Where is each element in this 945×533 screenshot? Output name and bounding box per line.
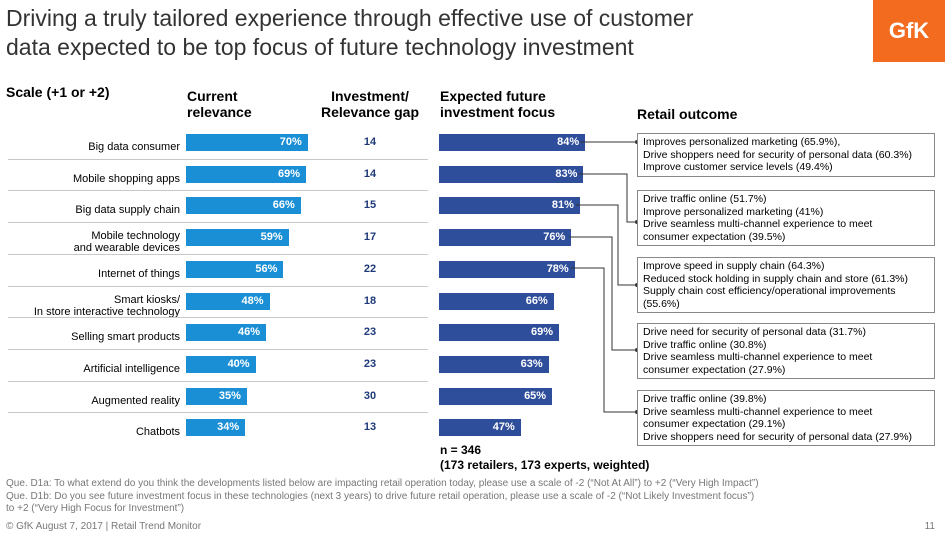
current-relevance-value: 66% — [272, 199, 295, 212]
expected-focus-value: 66% — [525, 294, 548, 307]
current-relevance-bar: 34% — [186, 419, 246, 437]
row-separator — [8, 317, 428, 319]
category-label: Smart kiosks/In store interactive techno… — [33, 293, 180, 318]
gap-value: 14 — [363, 136, 377, 148]
category-label: Artificial intelligence — [83, 362, 180, 375]
title-line-1: Driving a truly tailored experience thro… — [6, 5, 694, 31]
outcome-box-1: Improves personalized marketing (65.9%),… — [637, 133, 935, 177]
row-separator — [8, 222, 428, 224]
expected-focus-value: 84% — [557, 136, 580, 148]
category-label: Mobile technology and wearable devices — [73, 230, 180, 255]
expected-focus-value: 83% — [555, 167, 578, 180]
footer: © GfK August 7, 2017 | Retail Trend Moni… — [6, 521, 202, 532]
category-label: Internet of things — [98, 267, 180, 280]
expected-focus-bar: 65% — [439, 387, 553, 405]
outcome-box-4: Drive need for security of personal data… — [637, 323, 935, 379]
connector-iot — [571, 267, 637, 413]
current-relevance-value: 70% — [279, 136, 302, 148]
category-label: Selling smart products — [71, 331, 180, 344]
expected-focus-bar: 47% — [439, 419, 521, 437]
gap-value: 17 — [363, 231, 377, 244]
current-relevance-value: 48% — [241, 294, 264, 307]
current-relevance-value: 35% — [218, 389, 241, 402]
row-separator — [8, 412, 428, 414]
gap-value: 22 — [363, 262, 377, 275]
question-note-1: Que. D1a: To what extend do you think th… — [6, 478, 759, 489]
current-relevance-bar: 40% — [186, 355, 256, 373]
outcome-box-5: Drive traffic online (39.8%) Drive seaml… — [637, 390, 935, 446]
current-relevance-value: 56% — [255, 262, 278, 275]
gap-value: 15 — [363, 199, 377, 212]
gap-value: 23 — [363, 357, 377, 370]
expected-focus-bar: 63% — [439, 355, 549, 373]
expected-focus-bar: 66% — [439, 292, 554, 310]
expected-focus-header: Expected future investment focus — [440, 88, 556, 120]
current-relevance-value: 46% — [238, 326, 261, 339]
category-label: Augmented reality — [91, 394, 180, 407]
current-relevance-bar: 59% — [186, 229, 289, 247]
current-relevance-header: Current relevance — [187, 88, 252, 120]
page-title: Driving a truly tailored experience thro… — [6, 4, 826, 62]
category-label: Mobile shopping apps — [72, 172, 180, 185]
row-separator — [8, 348, 428, 350]
scale-header: Scale (+1 or +2) — [6, 84, 110, 100]
expected-focus-bar: 76% — [439, 229, 572, 247]
expected-focus-bar: 83% — [439, 165, 584, 183]
expected-focus-value: 47% — [492, 421, 515, 434]
title-line-2: data expected to be top focus of future … — [6, 34, 634, 60]
expected-focus-bar: 84% — [439, 134, 586, 151]
current-relevance-value: 34% — [217, 421, 240, 434]
current-relevance-bar: 69% — [186, 165, 307, 183]
expected-focus-value: 76% — [543, 231, 566, 244]
current-relevance-value: 40% — [227, 357, 250, 370]
page-number: 11 — [924, 521, 935, 532]
current-relevance-value: 59% — [260, 231, 283, 244]
expected-focus-bar: 81% — [439, 197, 580, 215]
outcome-box-3: Improve speed in supply chain (64.3%) Re… — [637, 257, 935, 313]
connector-mobile-tech — [569, 236, 637, 351]
category-label: Big data supply chain — [75, 204, 180, 217]
expected-focus-value: 63% — [520, 357, 543, 370]
gap-value: 23 — [363, 326, 377, 339]
row-separator — [8, 158, 428, 160]
category-label: Chatbots — [135, 426, 180, 439]
row-separator — [8, 380, 428, 382]
row-separator — [8, 253, 428, 255]
connector-mobile-apps — [578, 173, 637, 223]
expected-focus-bar: 69% — [439, 324, 560, 342]
current-relevance-bar: 35% — [186, 387, 247, 405]
row-separator — [8, 285, 428, 287]
current-relevance-bar: 46% — [186, 324, 267, 342]
category-label: Big data consumer — [88, 141, 180, 153]
current-relevance-bar: 48% — [186, 292, 270, 310]
expected-focus-value: 81% — [551, 199, 574, 212]
expected-focus-bar: 78% — [439, 260, 575, 278]
sample-breakdown: (173 retailers, 173 experts, weighted) — [440, 458, 650, 472]
gap-header: Investment/ Relevance gap — [320, 88, 420, 120]
expected-focus-value: 78% — [546, 262, 569, 275]
gap-value: 30 — [363, 389, 377, 402]
gap-value: 13 — [363, 421, 377, 434]
row-separator — [8, 190, 428, 192]
gap-value: 14 — [363, 167, 377, 180]
expected-focus-value: 69% — [531, 326, 554, 339]
gap-value: 18 — [363, 294, 377, 307]
gfk-logo: GfK — [873, 0, 945, 62]
expected-focus-value: 65% — [524, 389, 547, 402]
question-note-3: to +2 (“Very High Focus for Investment”) — [6, 503, 185, 514]
current-relevance-value: 69% — [278, 167, 301, 180]
current-relevance-bar: 56% — [186, 260, 284, 278]
question-note-2: Que. D1b: Do you see future investment f… — [6, 491, 755, 502]
current-relevance-bar: 70% — [186, 134, 308, 151]
retail-outcome-header: Retail outcome — [637, 106, 738, 122]
sample-size: n = 346 — [440, 443, 482, 457]
current-relevance-bar: 66% — [186, 197, 301, 215]
outcome-box-2: Drive traffic online (51.7%) Improve per… — [637, 190, 935, 246]
connector-supply-chain — [576, 204, 637, 286]
